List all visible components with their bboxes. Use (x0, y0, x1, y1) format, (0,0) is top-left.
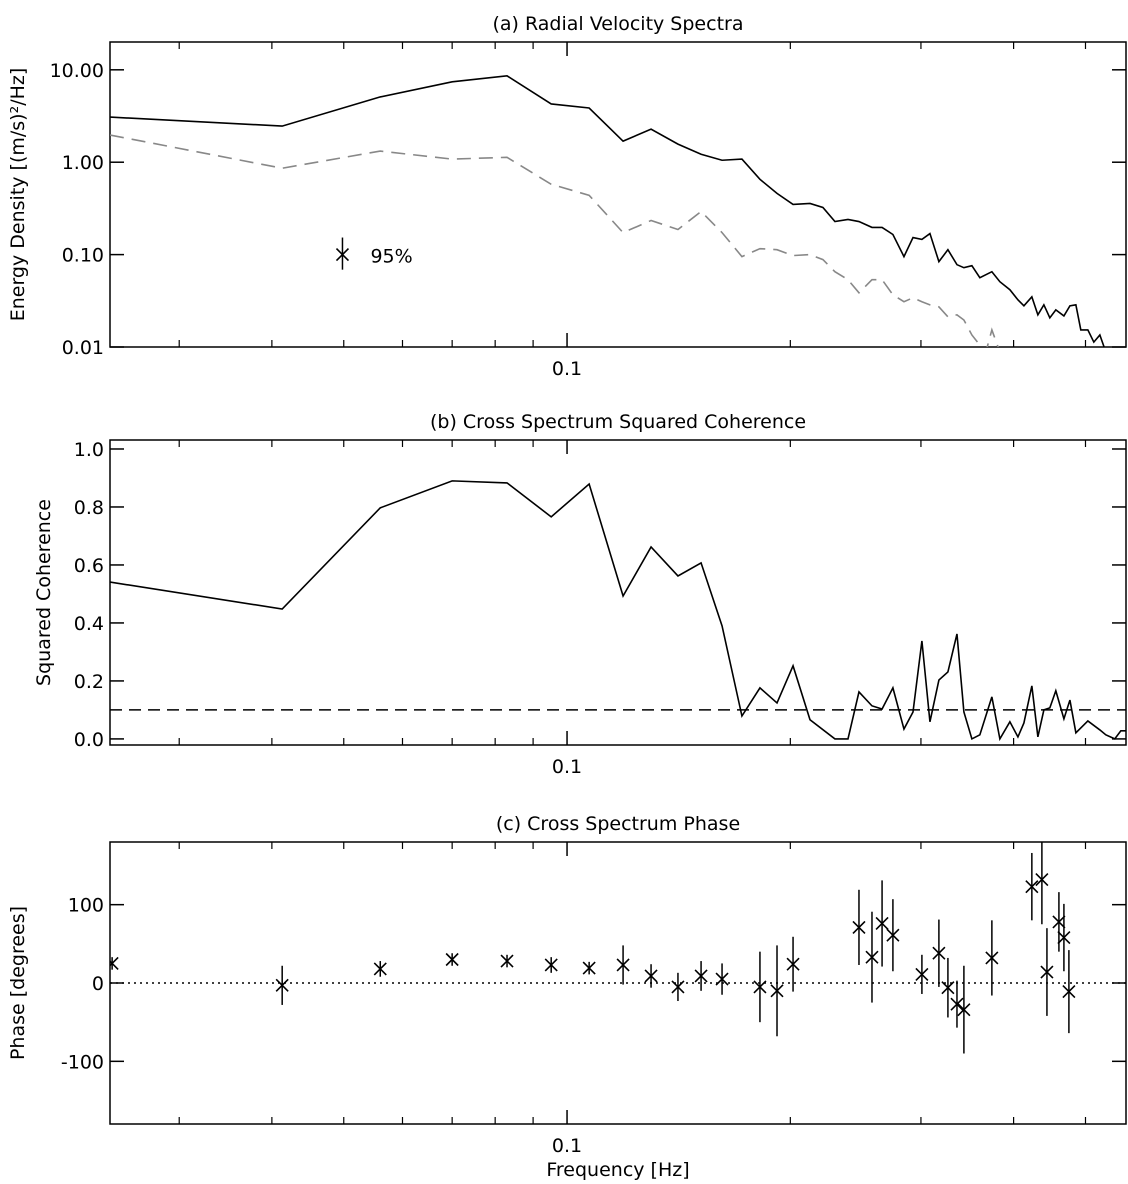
plot-frame (109, 439, 1127, 746)
phase-marker (110, 956, 119, 970)
y-tick-label: 0.8 (74, 497, 104, 519)
phase-marker (941, 981, 955, 995)
phase-marker (544, 958, 558, 972)
phase-marker (886, 928, 900, 942)
plot-frame (109, 41, 1127, 348)
y-axis-label: Phase [degrees] (7, 906, 29, 1060)
y-axis-label: Squared Coherence (33, 499, 55, 686)
phase-marker (1025, 880, 1039, 894)
phase-marker (957, 1003, 971, 1017)
phase-marker (932, 946, 946, 960)
phase-marker (1040, 965, 1054, 979)
phase-marker (694, 969, 708, 983)
y-tick-label: 0 (92, 973, 104, 995)
phase-marker (875, 916, 889, 931)
panel-title: (a) Radial Velocity Spectra (493, 13, 744, 35)
phase-marker (445, 952, 459, 967)
y-tick-label: 10.00 (50, 60, 104, 82)
y-tick-label: 1.00 (62, 152, 104, 174)
plot-area (110, 75, 1105, 347)
phase-marker (865, 950, 879, 964)
phase-marker (1052, 915, 1066, 929)
phase-marker (1057, 931, 1071, 945)
y-tick-label: 0.2 (74, 671, 104, 693)
y-tick-label: -100 (61, 1051, 104, 1073)
phase-marker (770, 984, 784, 998)
phase-marker (500, 954, 514, 968)
phase-marker (1035, 873, 1049, 887)
y-tick-label: 0.01 (62, 337, 104, 359)
y-tick-label: 0.10 (62, 245, 104, 267)
y-tick-label: 1.0 (74, 439, 104, 461)
x-tick-label: 0.1 (552, 358, 582, 380)
plot-frame (109, 841, 1127, 1125)
x-tick-label: 0.1 (552, 1135, 582, 1157)
phase-marker (753, 980, 767, 994)
spectrum-line (110, 480, 1126, 742)
x-tick-label: 0.1 (552, 756, 582, 778)
plot-area (110, 842, 1126, 1054)
y-tick-label: 100 (68, 895, 104, 917)
spectrum-line (110, 134, 999, 347)
confidence-marker (335, 248, 350, 262)
phase-marker (786, 957, 800, 971)
panel-title: (c) Cross Spectrum Phase (496, 813, 740, 835)
phase-marker (582, 961, 596, 975)
y-tick-label: 0.0 (74, 729, 104, 751)
phase-marker (275, 978, 289, 992)
y-tick-label: 0.4 (74, 613, 104, 635)
y-axis-label: Energy Density [(m/s)²/Hz] (7, 68, 29, 322)
phase-marker (852, 920, 866, 934)
confidence-label: 95% (370, 246, 412, 268)
phase-marker (373, 962, 387, 976)
phase-marker (715, 972, 729, 986)
phase-marker (644, 969, 658, 983)
panel-title: (b) Cross Spectrum Squared Coherence (430, 411, 806, 433)
y-tick-label: 0.6 (74, 555, 104, 577)
plot-area (110, 480, 1126, 742)
spectrum-line (110, 75, 1105, 347)
x-axis-label: Frequency [Hz] (546, 1159, 689, 1181)
phase-marker (671, 980, 685, 994)
phase-marker (616, 958, 630, 972)
phase-marker (950, 997, 964, 1011)
phase-marker (915, 967, 929, 981)
phase-marker (985, 951, 999, 965)
phase-marker (1062, 985, 1076, 999)
